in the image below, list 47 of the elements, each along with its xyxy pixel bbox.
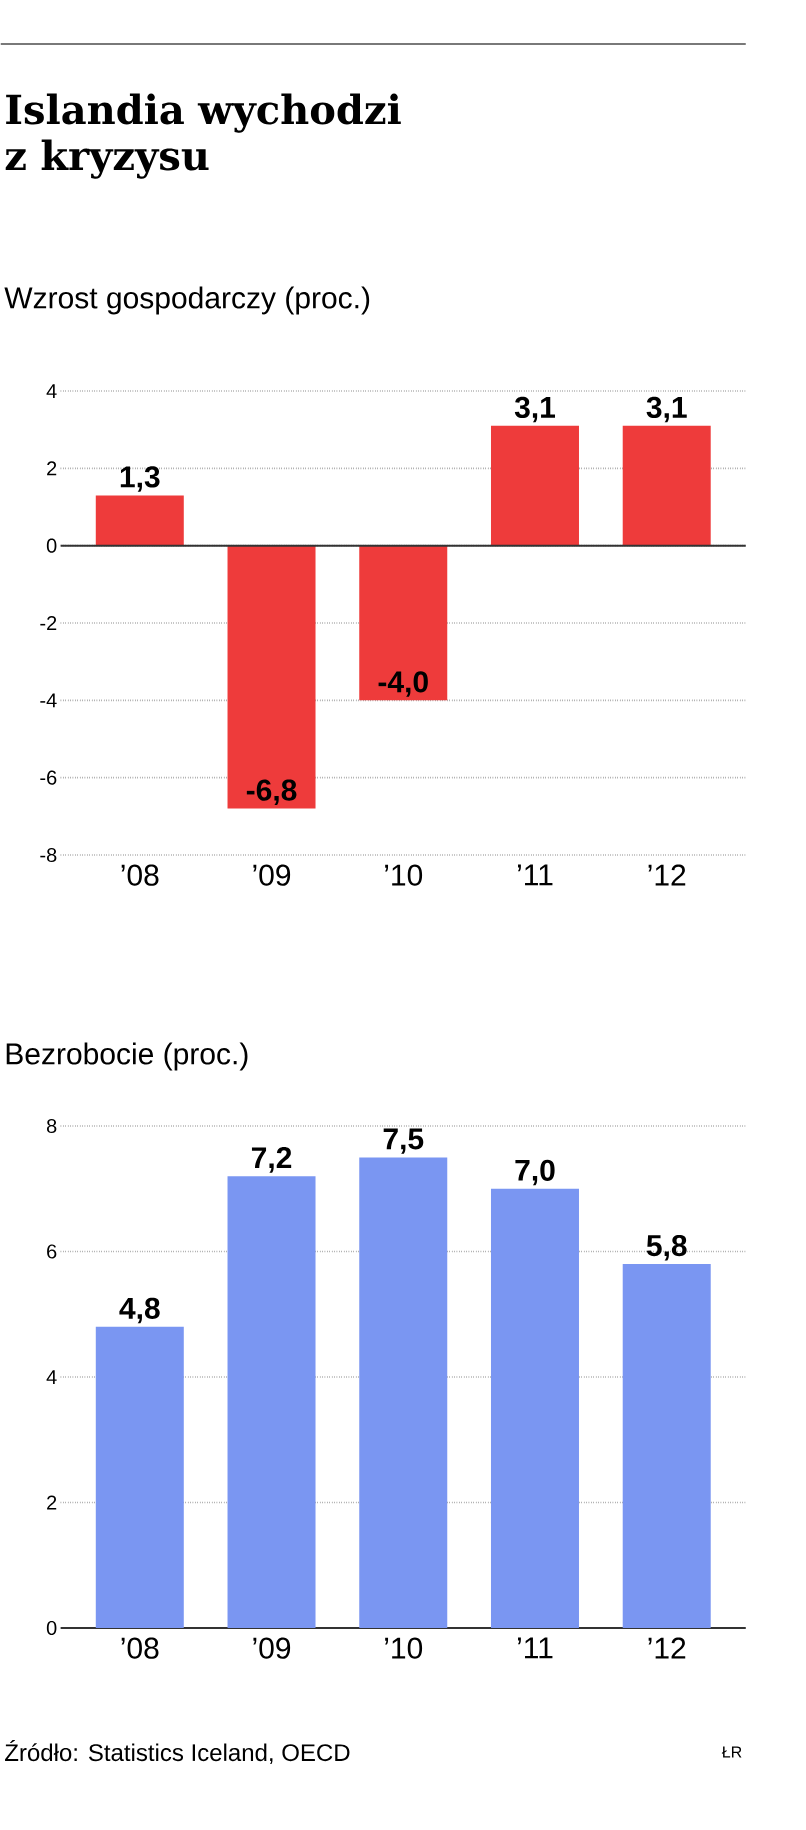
- bar: [227, 545, 316, 809]
- y-tick-label: 4: [46, 1370, 57, 1384]
- data-label: 7,5: [383, 1128, 424, 1154]
- x-tick-label: ’10: [385, 864, 423, 886]
- x-tick-label: ’12: [648, 864, 686, 886]
- data-label: -6,8: [246, 779, 297, 806]
- bar: [622, 425, 711, 546]
- chart-title: Bezrobocie (proc.): [6, 1042, 248, 1071]
- y-tick-label: 0: [47, 538, 57, 553]
- data-label: 5,8: [646, 1234, 687, 1261]
- x-tick-label: ’11: [518, 864, 553, 886]
- y-tick-label: -4: [40, 693, 57, 708]
- bar: [95, 1326, 184, 1629]
- data-label: 3,1: [646, 396, 687, 423]
- y-tick-label: 4: [46, 384, 57, 398]
- y-tick-label: 8: [47, 1118, 57, 1134]
- x-tick-label: ’10: [385, 1637, 423, 1659]
- data-label: 4,8: [119, 1297, 160, 1324]
- x-tick-label: ’12: [648, 1637, 686, 1659]
- bar: [622, 1264, 711, 1629]
- y-tick-label: -8: [40, 847, 57, 863]
- chart-subtitle: Wzrost gospodarczy (proc.): [4, 286, 370, 315]
- data-label: 7,2: [252, 1147, 292, 1173]
- y-tick-label: -2: [40, 616, 57, 630]
- y-tick-label: 6: [47, 1244, 57, 1259]
- x-tick-label: ’09: [253, 1637, 291, 1659]
- y-tick-label: 2: [47, 1495, 57, 1510]
- x-tick-label: ’09: [253, 864, 291, 886]
- bar: [359, 545, 448, 701]
- x-tick-label: ’11: [518, 1637, 553, 1659]
- data-label: 7,0: [515, 1159, 555, 1186]
- data-label: -4,0: [378, 671, 428, 697]
- y-tick-label: -6: [40, 770, 57, 785]
- bar: [359, 1157, 448, 1629]
- x-tick-label: ’08: [121, 864, 159, 886]
- chart-title: Islandia wychodzi z kryzysu: [5, 93, 401, 179]
- bar: [491, 425, 580, 546]
- data-label: 3,1: [514, 396, 556, 423]
- bar: [491, 1188, 580, 1629]
- bar: [227, 1176, 316, 1629]
- data-label: 1,3: [120, 466, 160, 492]
- text: Źródło: Statistics Iceland, OECD: [5, 1740, 350, 1764]
- y-tick-label: 2: [47, 461, 57, 476]
- y-tick-label: 0: [47, 1620, 57, 1636]
- bar: [95, 495, 184, 546]
- text: ŁR: [722, 1746, 742, 1758]
- x-tick-label: ’08: [121, 1637, 159, 1659]
